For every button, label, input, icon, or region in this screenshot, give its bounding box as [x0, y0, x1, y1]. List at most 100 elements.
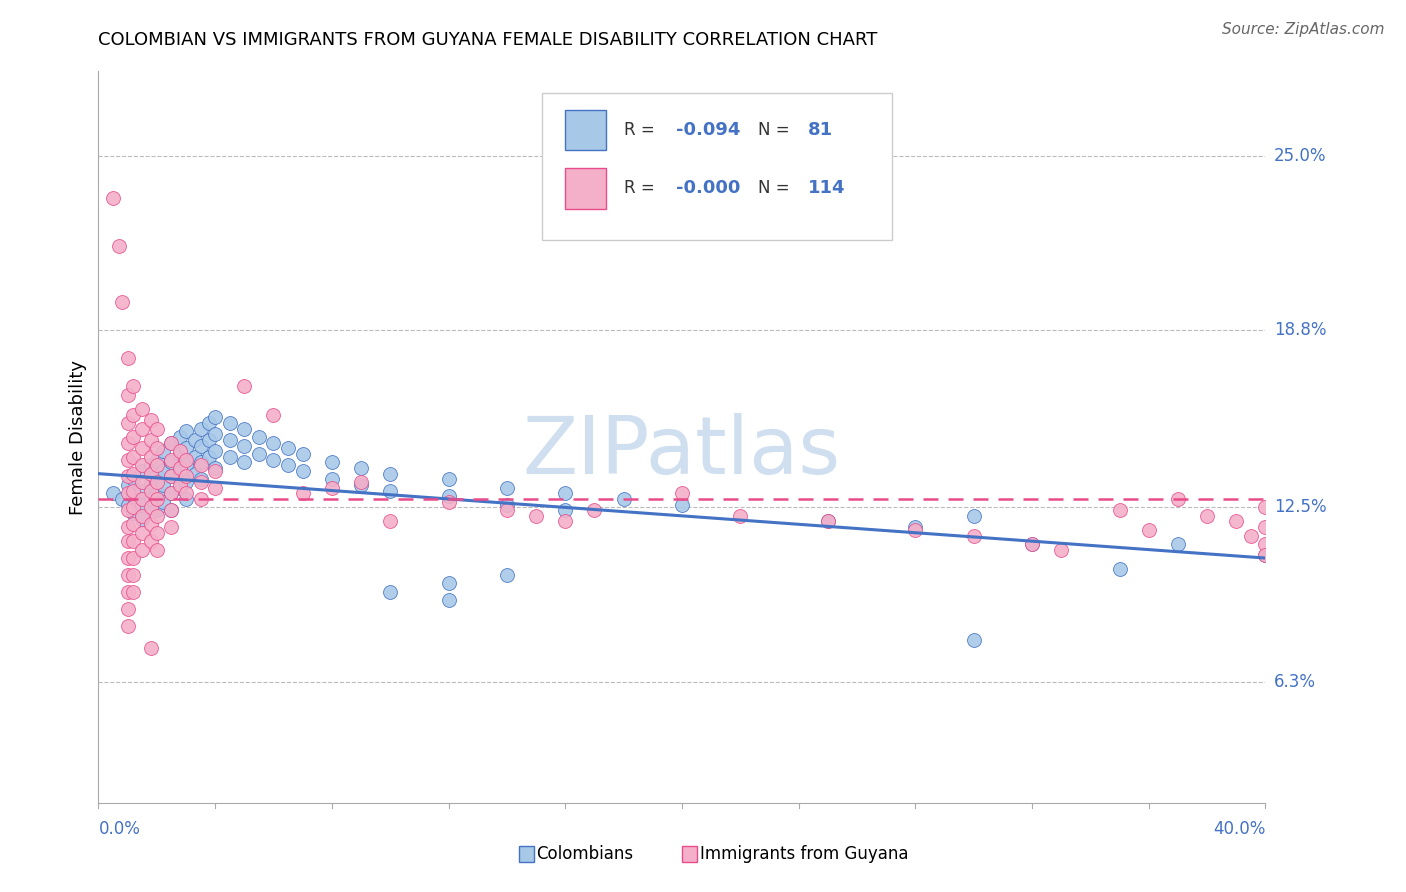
Point	[146, 542, 169, 557]
Point	[146, 422, 169, 436]
Point	[111, 491, 134, 506]
Point	[169, 444, 191, 458]
Point	[131, 464, 153, 478]
Point	[122, 379, 145, 393]
Point	[198, 416, 221, 430]
Point	[122, 506, 145, 520]
Point	[198, 450, 221, 464]
Point	[190, 455, 212, 469]
Point	[152, 444, 174, 458]
Point	[131, 483, 153, 498]
Point	[111, 295, 134, 310]
Point	[160, 452, 183, 467]
Point	[190, 438, 212, 452]
Point	[122, 584, 145, 599]
Text: 12.5%: 12.5%	[1274, 499, 1327, 516]
Point	[122, 472, 145, 486]
Point	[131, 401, 153, 416]
Point	[122, 534, 145, 549]
Point	[204, 444, 226, 458]
Point	[962, 632, 984, 647]
Point	[152, 478, 174, 492]
Point	[117, 435, 139, 450]
Point	[437, 472, 460, 486]
Point	[131, 491, 153, 506]
Point	[174, 486, 197, 500]
Point	[117, 534, 139, 549]
Bar	[565, 110, 606, 150]
Point	[1108, 503, 1130, 517]
Point	[380, 515, 402, 529]
Point	[262, 408, 284, 422]
Text: 40.0%: 40.0%	[1213, 820, 1265, 838]
Point	[117, 416, 139, 430]
Point	[117, 498, 139, 512]
Point	[169, 478, 191, 492]
Point	[190, 475, 212, 489]
Point	[1137, 523, 1160, 537]
Point	[131, 422, 153, 436]
Point	[160, 503, 183, 517]
Point	[139, 641, 162, 656]
Point	[204, 464, 226, 478]
Point	[183, 433, 205, 447]
Point	[146, 469, 169, 483]
Point	[146, 458, 169, 473]
Point	[146, 442, 169, 456]
Point	[139, 500, 162, 515]
Point	[350, 478, 373, 492]
FancyBboxPatch shape	[541, 94, 891, 240]
Point	[190, 491, 212, 506]
Point	[160, 469, 183, 483]
Point	[117, 478, 139, 492]
Point	[321, 455, 343, 469]
Point	[437, 593, 460, 607]
Text: COLOMBIAN VS IMMIGRANTS FROM GUYANA FEMALE DISABILITY CORRELATION CHART: COLOMBIAN VS IMMIGRANTS FROM GUYANA FEMA…	[98, 31, 877, 49]
Point	[321, 472, 343, 486]
Point	[1254, 520, 1277, 534]
Point	[218, 433, 240, 447]
Text: -0.094: -0.094	[676, 121, 741, 139]
Point	[152, 495, 174, 509]
Point	[190, 472, 212, 486]
Point	[204, 410, 226, 425]
Point	[380, 467, 402, 481]
Point	[122, 489, 145, 503]
Point	[183, 467, 205, 481]
Point	[350, 475, 373, 489]
Point	[117, 388, 139, 402]
Text: Immigrants from Guyana: Immigrants from Guyana	[700, 845, 908, 863]
Point	[160, 520, 183, 534]
Point	[117, 503, 139, 517]
Text: 18.8%: 18.8%	[1274, 321, 1327, 339]
Point	[117, 601, 139, 615]
Point	[262, 452, 284, 467]
Point	[1254, 537, 1277, 551]
Point	[146, 491, 169, 506]
Point	[146, 486, 169, 500]
Point	[139, 450, 162, 464]
Point	[131, 458, 153, 473]
Point	[117, 551, 139, 566]
Point	[146, 452, 169, 467]
Point	[131, 475, 153, 489]
Point	[139, 413, 162, 427]
Point	[169, 481, 191, 495]
Point	[146, 475, 169, 489]
Point	[291, 486, 314, 500]
Text: Source: ZipAtlas.com: Source: ZipAtlas.com	[1222, 22, 1385, 37]
Point	[247, 430, 270, 444]
Point	[174, 425, 197, 439]
Point	[183, 450, 205, 464]
Point	[233, 422, 256, 436]
Point	[174, 469, 197, 483]
Point	[730, 508, 752, 523]
Point	[101, 191, 124, 205]
Point	[218, 450, 240, 464]
Point	[277, 442, 299, 456]
Point	[101, 486, 124, 500]
Point	[671, 498, 693, 512]
Point	[122, 568, 145, 582]
Text: -0.000: -0.000	[676, 179, 741, 197]
Point	[117, 584, 139, 599]
